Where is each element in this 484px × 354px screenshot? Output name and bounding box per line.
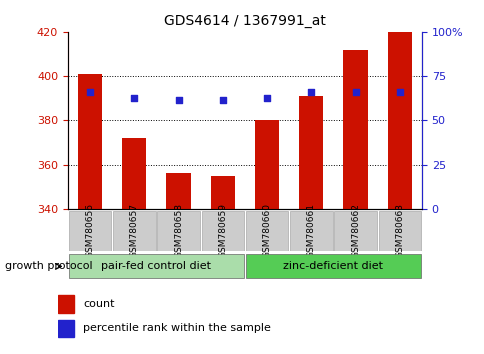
Bar (387, 32, 411, 209)
Text: GSM780663: GSM780663 (394, 204, 404, 258)
Bar (245, 211, 287, 251)
Point (86, 89, 94, 95)
Text: GSM780656: GSM780656 (85, 204, 94, 258)
Bar (343, 50, 367, 209)
Bar (69, 255, 243, 278)
Bar (201, 211, 243, 251)
Point (263, 96, 271, 101)
Bar (166, 173, 190, 209)
Bar (69, 211, 111, 251)
Point (218, 98, 226, 103)
Text: count: count (83, 299, 115, 309)
Point (130, 96, 138, 101)
Point (307, 89, 315, 95)
Text: pair-fed control diet: pair-fed control diet (101, 261, 211, 272)
Bar (157, 211, 199, 251)
Text: zinc-deficient diet: zinc-deficient diet (283, 261, 383, 272)
Bar (78, 74, 102, 209)
Text: GSM780657: GSM780657 (130, 204, 138, 258)
Bar (255, 120, 279, 209)
Point (395, 89, 403, 95)
Text: GSM780658: GSM780658 (174, 204, 182, 258)
Bar (122, 138, 146, 209)
Bar (378, 211, 420, 251)
Point (174, 98, 182, 103)
Bar (299, 96, 323, 209)
Bar (58, 295, 74, 313)
Title: GDS4614 / 1367991_at: GDS4614 / 1367991_at (164, 14, 325, 28)
Bar (333, 211, 376, 251)
Bar (289, 211, 332, 251)
Text: GSM780660: GSM780660 (262, 204, 271, 258)
Text: GSM780659: GSM780659 (218, 204, 227, 258)
Text: growth protocol: growth protocol (5, 261, 92, 272)
Bar (113, 211, 155, 251)
Point (351, 89, 359, 95)
Bar (245, 255, 420, 278)
Text: GSM780661: GSM780661 (306, 204, 315, 258)
Bar (58, 320, 74, 337)
Text: GSM780662: GSM780662 (350, 204, 359, 258)
Bar (210, 176, 234, 209)
Text: percentile rank within the sample: percentile rank within the sample (83, 324, 271, 333)
